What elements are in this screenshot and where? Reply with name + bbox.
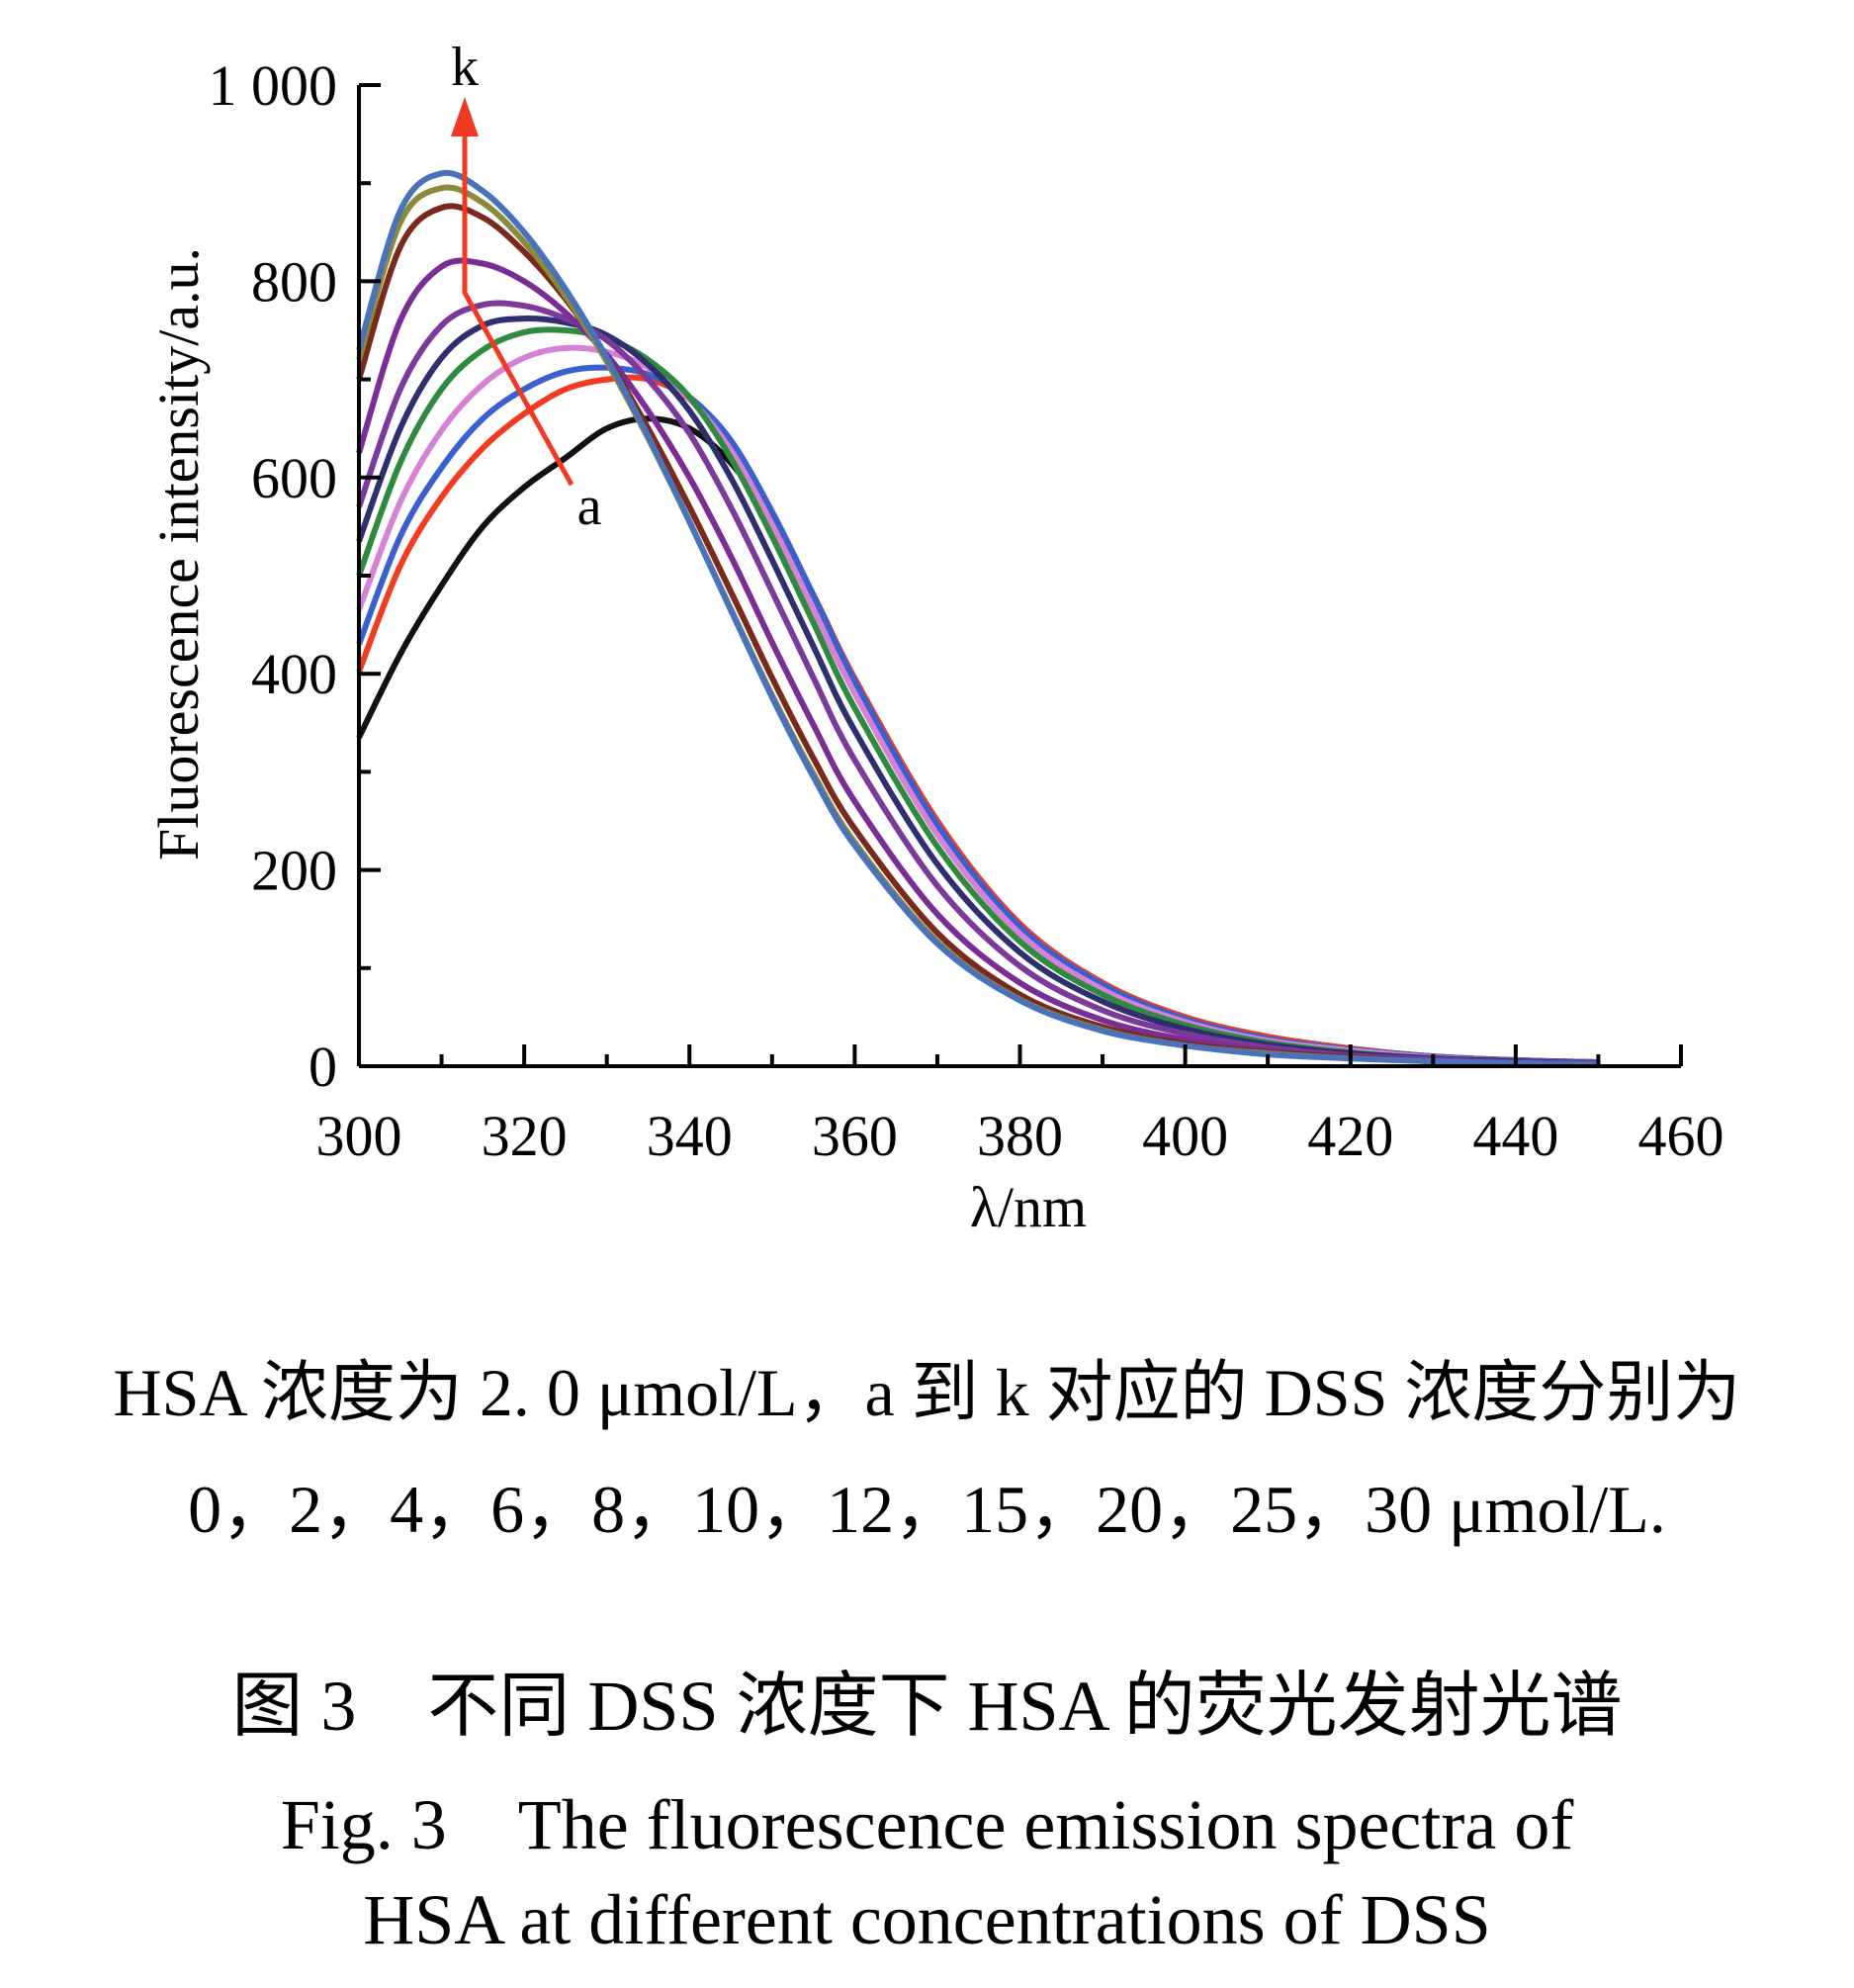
figure-note-line-1: HSA 浓度为 2. 0 μmol/L，a 到 k 对应的 DSS 浓度分别为 — [113, 1355, 1741, 1430]
y-tick-label: 1 000 — [209, 53, 338, 118]
label-a: a — [577, 476, 602, 537]
figure-caption-english-line-1: Fig. 3 The fluorescence emission spectra… — [280, 1785, 1574, 1864]
arrow-shaft — [462, 127, 574, 487]
axes: 300 320 340 360 380 400 420 440 460 0 200 400 600 800… — [209, 53, 1724, 1168]
spectra-curves — [356, 169, 1599, 1067]
y-tick-label: 600 — [251, 446, 337, 510]
figure-caption-english-line-2: HSA at different concentrations of DSS — [363, 1880, 1491, 1959]
spectrum-curve-b — [356, 374, 1599, 1065]
x-tick-label: 460 — [1638, 1104, 1724, 1168]
x-tick-label: 320 — [482, 1104, 568, 1168]
y-tick-label: 200 — [251, 839, 337, 903]
y-axis-title: Fluorescence intensity/a.u. — [146, 247, 211, 860]
y-tick-label: 400 — [251, 642, 337, 706]
x-axis-title: λ/nm — [970, 1175, 1087, 1239]
spectrum-curve-k — [356, 169, 1599, 1067]
x-tick-label: 300 — [316, 1104, 402, 1168]
arrow-head — [451, 97, 479, 136]
x-tick-label: 340 — [647, 1104, 733, 1168]
concentration-arrow: ka — [451, 37, 602, 537]
x-tick-label: 360 — [812, 1104, 898, 1168]
y-tick-label: 800 — [251, 249, 337, 314]
x-tick-label: 380 — [977, 1104, 1063, 1168]
spectrum-curve-i — [356, 203, 1599, 1067]
figure-caption-chinese: 图 3 不同 DSS 浓度下 HSA 的荧光发射光谱 — [231, 1667, 1623, 1746]
y-tick-label: 0 — [309, 1035, 337, 1099]
x-tick-label: 420 — [1307, 1104, 1393, 1168]
fluorescence-chart: 300 320 340 360 380 400 420 440 460 0 200 400 600 800… — [146, 37, 1724, 1239]
label-k: k — [451, 37, 479, 98]
x-tick-label: 440 — [1472, 1104, 1558, 1168]
figure-note-line-2: 0，2，4，6，8，10，12，15，20，25，30 μmol/L. — [188, 1472, 1666, 1547]
x-tick-label: 400 — [1142, 1104, 1228, 1168]
